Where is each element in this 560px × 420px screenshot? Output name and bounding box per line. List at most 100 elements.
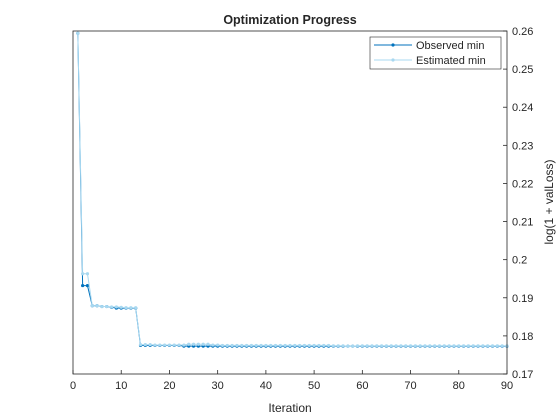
legend-marker-estimated-min <box>391 58 395 62</box>
data-point-estimated-min <box>105 304 109 309</box>
data-point-estimated-min <box>317 343 321 348</box>
data-point-estimated-min <box>196 342 200 346</box>
data-point-observed-min <box>81 283 85 288</box>
legend: Observed min Estimated min <box>369 36 502 70</box>
data-point-estimated-min <box>129 306 133 310</box>
data-point-estimated-min <box>177 343 181 347</box>
data-point-estimated-min <box>124 306 128 310</box>
data-point-estimated-min <box>365 344 369 348</box>
data-point-estimated-min <box>81 272 85 276</box>
data-point-estimated-min <box>336 344 340 348</box>
data-point-estimated-min <box>143 343 147 347</box>
data-point-estimated-min <box>90 304 94 308</box>
data-point-estimated-min <box>182 343 186 347</box>
data-point-estimated-min <box>418 344 422 348</box>
data-point-estimated-min <box>481 344 485 348</box>
y-tick-label: 0.23 <box>512 140 533 152</box>
data-point-estimated-min <box>283 343 287 348</box>
data-point-estimated-min <box>288 343 292 348</box>
data-point-estimated-min <box>235 343 239 348</box>
data-point-estimated-min <box>447 344 451 348</box>
data-point-estimated-min <box>269 343 273 348</box>
data-point-estimated-min <box>278 343 282 348</box>
y-tick-label: 0.19 <box>512 293 533 305</box>
data-point-estimated-min <box>302 343 307 348</box>
data-point-estimated-min <box>466 344 471 348</box>
data-point-estimated-min <box>216 343 220 347</box>
data-point-estimated-min <box>490 344 495 348</box>
data-point-estimated-min <box>384 344 389 348</box>
x-tick-label: 0 <box>70 380 76 392</box>
data-point-estimated-min <box>134 306 138 310</box>
data-point-estimated-min <box>399 344 403 348</box>
data-point-estimated-min <box>457 344 461 348</box>
y-tick-label: 0.17 <box>512 369 533 381</box>
data-point-estimated-min <box>413 344 417 348</box>
data-point-estimated-min <box>109 305 114 309</box>
data-point-estimated-min <box>408 344 413 348</box>
data-point-estimated-min <box>76 31 80 35</box>
x-axis-label: Iteration <box>268 401 311 415</box>
y-tick-label: 0.26 <box>512 26 533 38</box>
data-point-estimated-min <box>355 344 360 348</box>
axes-box <box>72 30 508 375</box>
data-point-estimated-min <box>187 342 191 346</box>
data-point-estimated-min <box>307 343 311 348</box>
data-point-estimated-min <box>326 343 331 348</box>
data-point-estimated-min <box>394 344 398 348</box>
data-point-estimated-min <box>153 343 157 347</box>
data-point-estimated-min <box>158 343 162 347</box>
data-point-estimated-min <box>462 344 466 348</box>
y-tick-label: 0.24 <box>512 102 533 114</box>
legend-marker-observed-min <box>391 43 395 47</box>
data-point-estimated-min <box>370 344 374 348</box>
data-point-estimated-min <box>220 343 225 348</box>
legend-label-observed-min: Observed min <box>416 40 484 52</box>
data-point-estimated-min <box>254 343 258 348</box>
legend-box <box>369 36 502 70</box>
data-point-estimated-min <box>245 343 249 348</box>
data-point-estimated-min <box>119 305 123 309</box>
data-point-estimated-min <box>500 344 504 348</box>
data-point-estimated-min <box>259 343 263 348</box>
y-tick-label: 0.2 <box>512 255 527 267</box>
legend-label-estimated-min: Estimated min <box>416 55 486 67</box>
data-point-estimated-min <box>380 344 384 348</box>
y-tick-label: 0.25 <box>512 64 533 76</box>
data-point-estimated-min <box>298 343 302 348</box>
data-point-estimated-min <box>225 343 229 348</box>
data-point-estimated-min <box>322 343 326 348</box>
data-point-estimated-min <box>486 344 490 348</box>
data-point-estimated-min <box>312 343 316 348</box>
data-point-estimated-min <box>201 342 205 346</box>
data-point-estimated-min <box>249 343 254 348</box>
data-point-estimated-min <box>495 344 499 348</box>
y-tick-label: 0.18 <box>512 331 533 343</box>
data-point-estimated-min <box>389 344 393 348</box>
data-point-estimated-min <box>442 344 446 348</box>
x-tick-label: 50 <box>308 380 320 392</box>
data-point-estimated-min <box>230 343 234 348</box>
data-point-estimated-min <box>452 344 456 348</box>
x-tick-label: 40 <box>260 380 272 392</box>
y-axis: 0.17 0.18 0.19 0.2 0.21 0.22 0.23 0.24 0.25 0.26 <box>503 26 533 381</box>
x-axis: 0 10 20 30 40 50 60 70 80 90 <box>70 370 513 392</box>
chart-title: Optimization Progress <box>223 13 356 27</box>
data-point-estimated-min <box>437 344 442 348</box>
y-tick-label: 0.21 <box>512 217 533 229</box>
data-point-estimated-min <box>191 342 196 346</box>
data-point-estimated-min <box>433 344 437 348</box>
data-point-estimated-min <box>476 344 480 348</box>
data-point-estimated-min <box>138 343 143 347</box>
data-point-estimated-min <box>95 304 99 308</box>
data-point-observed-min <box>85 283 90 288</box>
y-axis-label: log(1 + valLoss) <box>542 159 556 244</box>
data-point-estimated-min <box>100 304 104 309</box>
data-point-estimated-min <box>404 344 408 348</box>
data-point-estimated-min <box>375 344 379 348</box>
data-point-estimated-min <box>148 343 152 347</box>
data-point-estimated-min <box>85 272 90 276</box>
x-tick-label: 60 <box>356 380 368 392</box>
data-point-estimated-min <box>264 343 268 348</box>
